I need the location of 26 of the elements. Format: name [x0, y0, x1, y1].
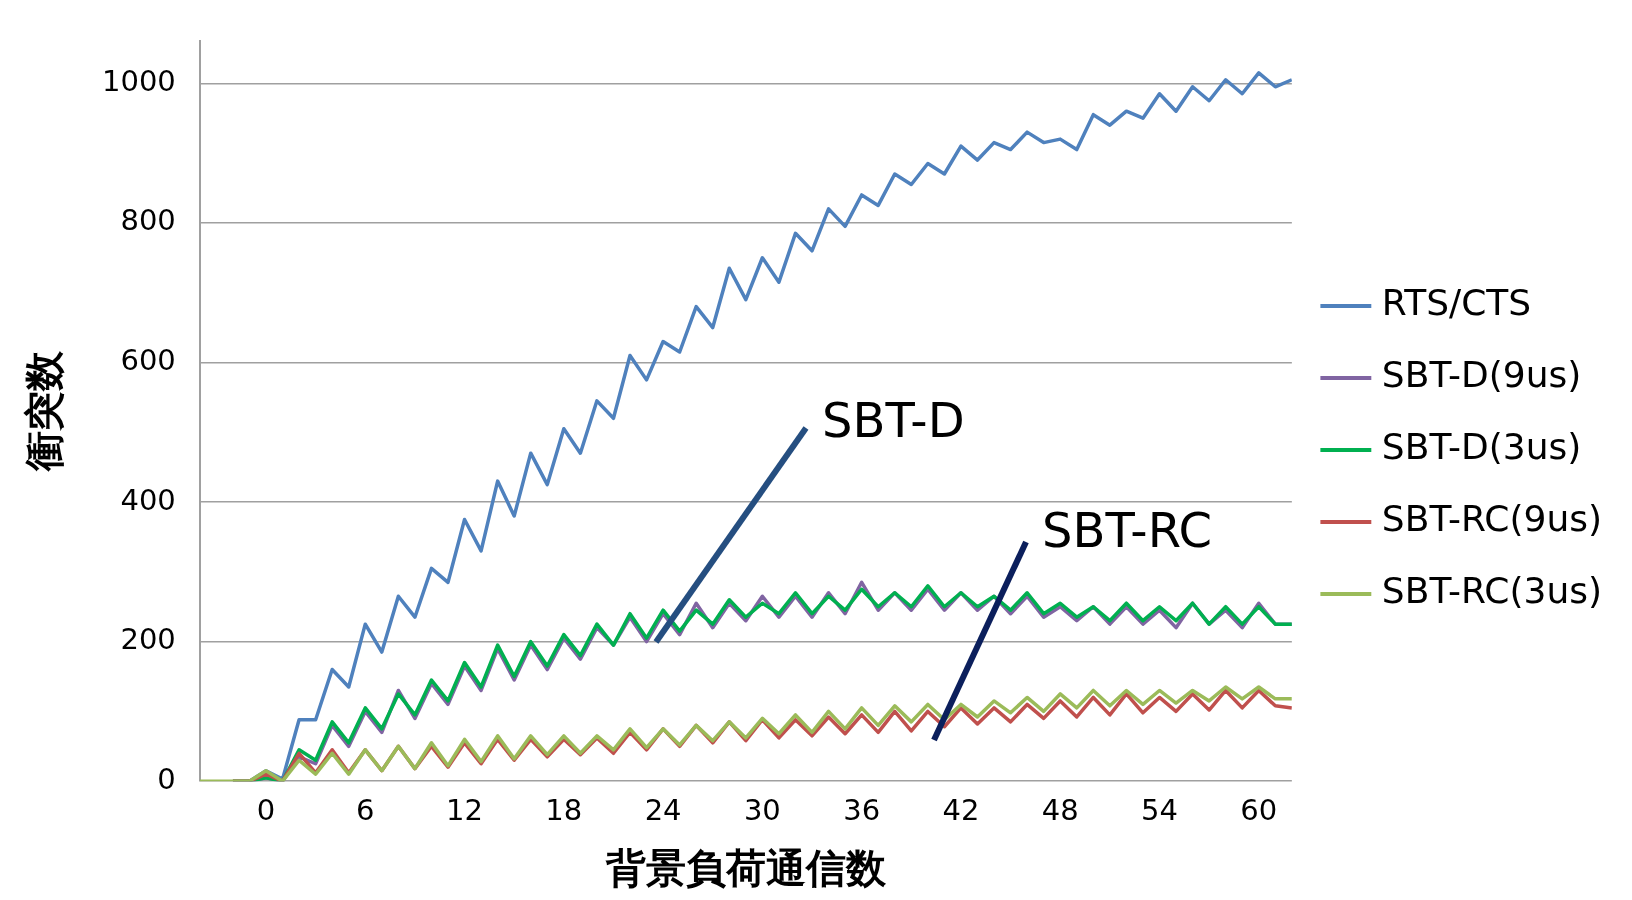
y-tick-label: 200: [120, 622, 176, 657]
x-tick-label: 12: [446, 793, 483, 828]
annotation: SBT-RC: [1042, 501, 1213, 560]
legend-label: RTS/CTS: [1381, 282, 1532, 324]
x-axis-title: 背景負荷通信数: [604, 845, 887, 892]
y-tick-label: 1000: [101, 63, 176, 98]
x-tick-label: 60: [1240, 793, 1278, 828]
y-axis-title: 衝突数: [21, 350, 68, 473]
x-tick-label: 48: [1041, 793, 1079, 828]
legend-label: SBT-RC(3us): [1381, 570, 1603, 612]
legend-label: SBT-D(9us): [1381, 354, 1582, 396]
y-tick-label: 800: [120, 203, 176, 238]
x-tick-label: 0: [256, 793, 276, 828]
y-tick-label: 0: [157, 761, 176, 796]
x-tick-label: 18: [545, 793, 583, 828]
y-tick-label: 600: [120, 342, 176, 377]
x-tick-label: 6: [356, 793, 375, 828]
legend-label: SBT-D(3us): [1381, 426, 1582, 468]
x-tick-label: 36: [843, 793, 881, 828]
x-tick-label: 30: [743, 793, 781, 828]
y-tick-label: 400: [120, 482, 176, 517]
x-tick-label: 54: [1141, 793, 1178, 828]
annotation: SBT-D: [822, 391, 965, 450]
x-tick-label: 24: [644, 793, 682, 828]
x-tick-label: 42: [942, 793, 980, 828]
legend-label: SBT-RC(9us): [1381, 498, 1603, 540]
